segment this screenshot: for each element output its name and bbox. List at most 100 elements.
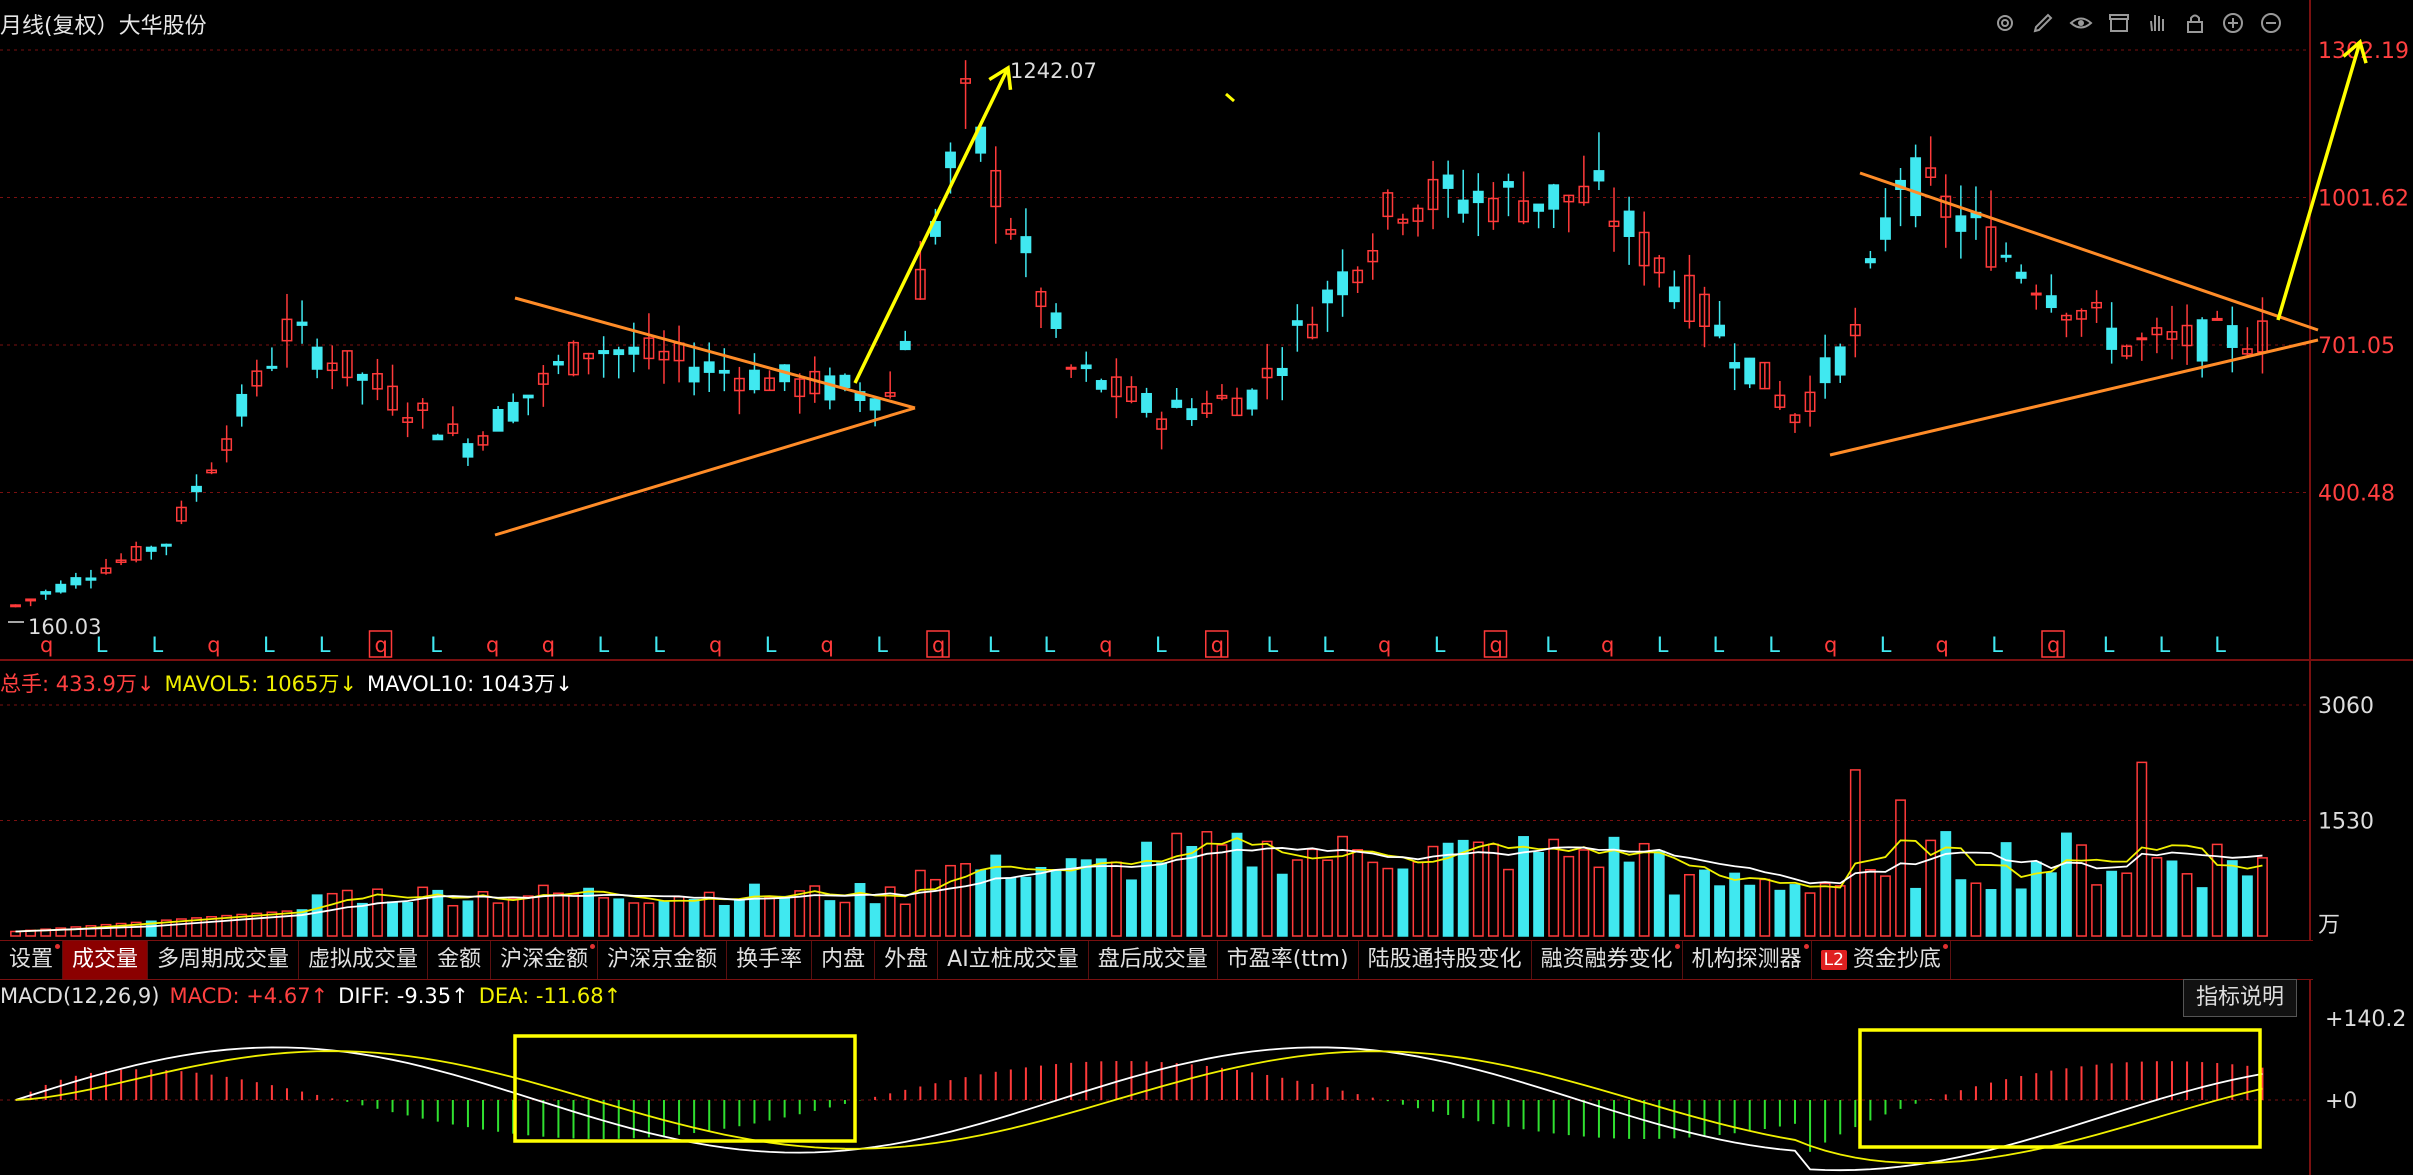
volume-bar	[191, 917, 202, 937]
tab-11[interactable]: 盘后成交量	[1089, 941, 1218, 979]
signal-marker: L	[876, 633, 888, 657]
signal-marker: q	[486, 633, 499, 657]
volume-bar	[809, 885, 821, 937]
tab-9[interactable]: 外盘	[875, 941, 939, 979]
candle-body	[2091, 301, 2103, 309]
volume-bar	[2121, 872, 2133, 937]
signal-marker: L	[430, 633, 442, 657]
volume-bar	[175, 918, 187, 937]
tab-1[interactable]: 成交量	[63, 941, 149, 979]
tab-6[interactable]: 沪深京金额	[598, 941, 728, 979]
tab-3[interactable]: 虚拟成交量	[299, 941, 429, 979]
candle-body	[1397, 218, 1409, 224]
macd-legend: MACD(12,26,9) MACD: +4.67↑ DIFF: -9.35↑ …	[0, 984, 621, 1008]
volume-bar	[537, 884, 549, 937]
volume-bar	[658, 900, 670, 937]
tab-12[interactable]: 市盈率(ttm)	[1218, 941, 1359, 979]
volume-bar	[1699, 869, 1710, 937]
price-tick-label: 701.05	[2318, 334, 2395, 359]
tab-label: 沪深金额	[500, 947, 589, 972]
candle-body	[733, 377, 745, 392]
tab-2[interactable]: 多周期成交量	[148, 941, 300, 979]
low-price-label: 160.03	[28, 615, 101, 639]
volume-tick-label: 1530	[2318, 810, 2374, 835]
volume-bar	[2151, 857, 2163, 937]
tab-14[interactable]: 融资融券变化	[1532, 941, 1683, 979]
candle-body	[1623, 210, 1635, 237]
candle-body	[447, 423, 459, 434]
candle-body	[2166, 331, 2178, 340]
tab-label: 盘后成交量	[1097, 947, 1208, 972]
candle-body	[1457, 199, 1469, 214]
tab-0[interactable]: 设置	[0, 941, 64, 979]
candle-body	[1412, 207, 1424, 222]
volume-bar	[1156, 862, 1168, 937]
volume-bar	[1050, 869, 1062, 937]
box-icon[interactable]	[2104, 8, 2134, 38]
candle-body	[1427, 178, 1439, 211]
candle-body	[2000, 254, 2012, 258]
volume-bar	[990, 854, 1002, 937]
volume-bar	[2211, 843, 2223, 937]
volume-bar	[356, 902, 368, 937]
volume-bar	[160, 919, 172, 937]
candle-body	[643, 337, 655, 360]
hand-icon[interactable]	[2142, 8, 2172, 38]
candle-body	[1382, 192, 1394, 218]
signal-marker-box	[1483, 630, 1508, 658]
candle-body	[1593, 170, 1605, 182]
tab-dot	[1942, 944, 1948, 949]
candle-body	[387, 385, 398, 411]
volume-bar	[2196, 887, 2208, 937]
volume-bar	[417, 886, 429, 937]
zoom-out-icon[interactable]	[2256, 8, 2286, 38]
tab-4[interactable]: 金额	[428, 941, 492, 979]
eye-icon[interactable]	[2066, 8, 2096, 38]
signal-marker: L	[1657, 633, 1669, 657]
volume-bar	[733, 899, 745, 937]
candle-body	[191, 485, 202, 493]
zoom-in-icon[interactable]	[2218, 8, 2248, 38]
candle-body	[326, 362, 338, 372]
tab-8[interactable]: 内盘	[812, 941, 876, 979]
volume-bar	[673, 896, 685, 937]
candle-body	[236, 393, 248, 417]
volume-bar	[1427, 845, 1439, 937]
volume-bar	[1110, 861, 1122, 937]
candle-body	[2211, 317, 2223, 321]
tab-5[interactable]: 沪深金额	[491, 941, 599, 979]
candle-body	[356, 373, 368, 381]
candle-body	[1653, 257, 1665, 274]
candle-body	[1864, 258, 1876, 264]
tab-15[interactable]: 机构探测器	[1683, 941, 1812, 979]
volume-bar	[1095, 858, 1107, 937]
tab-13[interactable]: 陆股通持股变化	[1359, 941, 1532, 979]
gear-icon[interactable]	[1990, 8, 2020, 38]
volume-bar	[1759, 878, 1771, 937]
volume-bar	[70, 926, 82, 937]
volume-bar	[40, 928, 52, 937]
signal-marker: q	[542, 633, 555, 657]
tab-dot	[590, 944, 596, 949]
tab-label: 成交量	[72, 947, 139, 972]
tab-7[interactable]: 换手率	[727, 941, 813, 979]
pen-icon[interactable]	[2028, 8, 2058, 38]
volume-bar	[1246, 866, 1258, 937]
indicator-explain-button[interactable]: 指标说明	[2183, 979, 2297, 1017]
candle-body	[372, 373, 383, 390]
volume-bar	[507, 898, 519, 937]
volume-bar	[1487, 843, 1499, 937]
volume-bar	[1789, 884, 1801, 937]
tab-label: 金额	[437, 947, 482, 972]
volume-bar	[1683, 873, 1695, 937]
candle-body	[1020, 236, 1032, 254]
tab-16[interactable]: L2 资金抄底	[1812, 941, 1951, 979]
candle-body	[1110, 376, 1122, 398]
lock-icon[interactable]	[2180, 8, 2210, 38]
candle-body	[145, 546, 157, 552]
volume-bar	[1834, 885, 1846, 937]
macd-tick-label: +140.2	[2325, 1007, 2406, 1032]
volume-bar	[1141, 841, 1152, 937]
tab-10[interactable]: AI立桩成交量	[938, 941, 1089, 979]
